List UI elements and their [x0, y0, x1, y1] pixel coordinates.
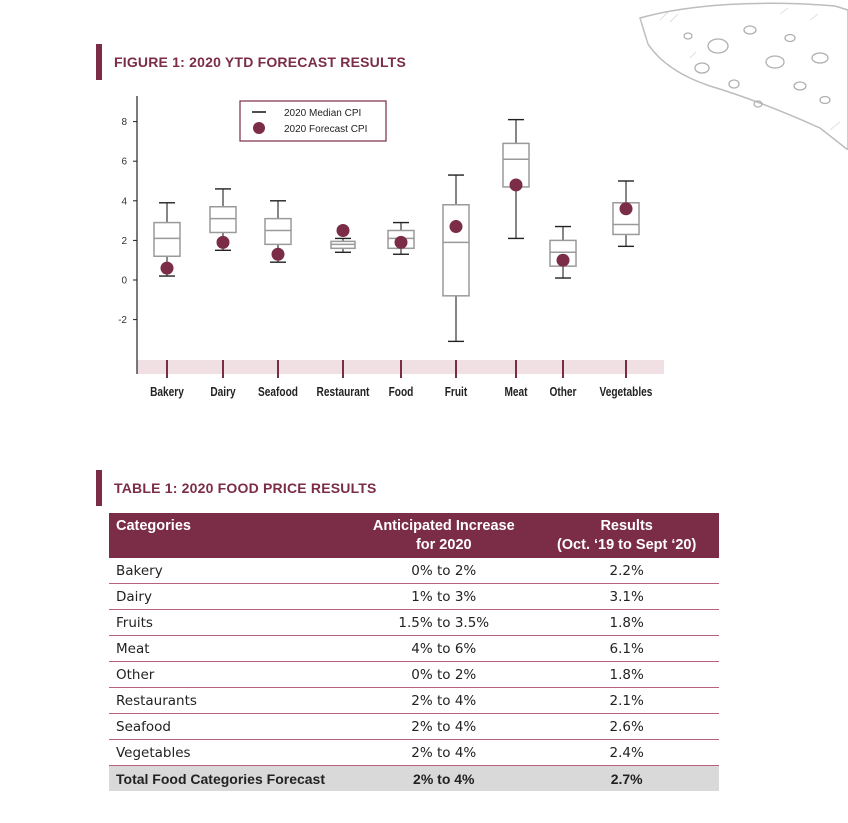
category-label: Food [389, 385, 414, 399]
header-anticipated: Anticipated Increase for 2020 [353, 513, 535, 558]
category-label: Fruit [445, 385, 468, 399]
table-row: Vegetables 2% to 4% 2.4% [109, 739, 719, 766]
iqr-box [442, 204, 470, 297]
forecast-point [556, 253, 570, 267]
row-anticipated: 0% to 2% [353, 558, 535, 584]
row-anticipated: 4% to 6% [353, 635, 535, 662]
row-category: Fruits [109, 609, 354, 636]
table-row: Seafood 2% to 4% 2.6% [109, 713, 719, 740]
row-category: Seafood [109, 713, 354, 740]
category-label: Seafood [258, 385, 298, 399]
forecast-point [394, 235, 408, 249]
table-row: Fruits 1.5% to 3.5% 1.8% [109, 609, 719, 636]
table-header-row: Categories Anticipated Increase for 2020… [109, 513, 719, 558]
forecast-point [619, 202, 633, 216]
row-anticipated: 1% to 3% [353, 583, 535, 610]
cheese-illustration [639, 2, 848, 150]
legend-median-label: 2020 Median CPI [284, 108, 361, 119]
figure-title: FIGURE 1: 2020 YTD FORECAST RESULTS [114, 54, 406, 70]
row-category: Other [109, 661, 354, 688]
y-tick-label: 8 [121, 117, 127, 128]
heading-accent-bar [96, 44, 102, 80]
row-category: Restaurants [109, 687, 354, 714]
table-row: Bakery 0% to 2% 2.2% [109, 558, 719, 584]
category-label: Dairy [210, 385, 236, 399]
category-label: Restaurant [317, 385, 370, 399]
table-row: Other 0% to 2% 1.8% [109, 661, 719, 688]
total-category: Total Food Categories Forecast [109, 765, 354, 791]
total-result: 2.7% [534, 765, 719, 791]
forecast-point [449, 220, 463, 234]
figure-heading: FIGURE 1: 2020 YTD FORECAST RESULTS [96, 44, 406, 80]
table-row: Restaurants 2% to 4% 2.1% [109, 687, 719, 714]
row-anticipated: 0% to 2% [353, 661, 535, 688]
y-tick-label: -2 [118, 315, 127, 326]
row-category: Bakery [109, 558, 354, 584]
forecast-point [160, 261, 174, 275]
legend-forecast-swatch [253, 122, 265, 134]
header-results-line2: (Oct. ‘19 to Sept ‘20) [556, 537, 697, 553]
row-result: 6.1% [534, 635, 719, 662]
row-category: Dairy [109, 583, 354, 610]
forecast-point [509, 178, 523, 192]
legend-forecast-label: 2020 Forecast CPI [284, 124, 367, 135]
row-category: Vegetables [109, 739, 354, 766]
row-result: 2.1% [534, 687, 719, 714]
table-heading: TABLE 1: 2020 FOOD PRICE RESULTS [96, 470, 377, 506]
row-anticipated: 2% to 4% [353, 739, 535, 766]
row-result: 2.6% [534, 713, 719, 740]
row-anticipated: 2% to 4% [353, 713, 535, 740]
heading-accent-bar [96, 470, 102, 506]
forecast-point [271, 247, 285, 261]
y-tick-label: 0 [121, 276, 127, 287]
legend-box [239, 100, 387, 142]
iqr-box [153, 221, 181, 257]
category-label: Meat [504, 385, 527, 399]
iqr-box [264, 217, 292, 246]
category-label: Bakery [150, 385, 184, 399]
header-anticipated-line1: Anticipated Increase [372, 518, 515, 534]
y-tick-label: 6 [121, 157, 127, 168]
box-plot-chart: 8 6 4 2 0 -2 Bakery Dairy Seafood Restaurant Food… [118, 96, 664, 399]
row-anticipated: 1.5% to 3.5% [353, 609, 535, 636]
table-row: Meat 4% to 6% 6.1% [109, 635, 719, 662]
category-label: Vegetables [600, 385, 653, 399]
table-total-row: Total Food Categories Forecast 2% to 4% … [109, 765, 719, 791]
header-results: Results (Oct. ‘19 to Sept ‘20) [534, 513, 719, 558]
row-result: 2.2% [534, 558, 719, 584]
chart-legend: 2020 Median CPI 2020 Forecast CPI [239, 100, 387, 142]
iqr-box [209, 205, 237, 234]
row-category: Meat [109, 635, 354, 662]
table-row: Dairy 1% to 3% 3.1% [109, 583, 719, 610]
table-title: TABLE 1: 2020 FOOD PRICE RESULTS [114, 480, 377, 496]
y-tick-label: 2 [121, 236, 127, 247]
row-result: 2.4% [534, 739, 719, 766]
row-result: 1.8% [534, 609, 719, 636]
forecast-point [216, 235, 230, 249]
header-anticipated-line2: for 2020 [415, 537, 472, 553]
header-results-line1: Results [600, 518, 653, 534]
row-result: 1.8% [534, 661, 719, 688]
forecast-point [336, 224, 350, 237]
food-price-table: Categories Anticipated Increase for 2020… [109, 513, 719, 791]
row-result: 3.1% [534, 583, 719, 610]
total-anticipated: 2% to 4% [353, 765, 535, 791]
category-label: Other [549, 385, 576, 399]
row-anticipated: 2% to 4% [353, 687, 535, 714]
header-categories: Categories [109, 513, 354, 558]
y-tick-label: 4 [121, 196, 127, 207]
